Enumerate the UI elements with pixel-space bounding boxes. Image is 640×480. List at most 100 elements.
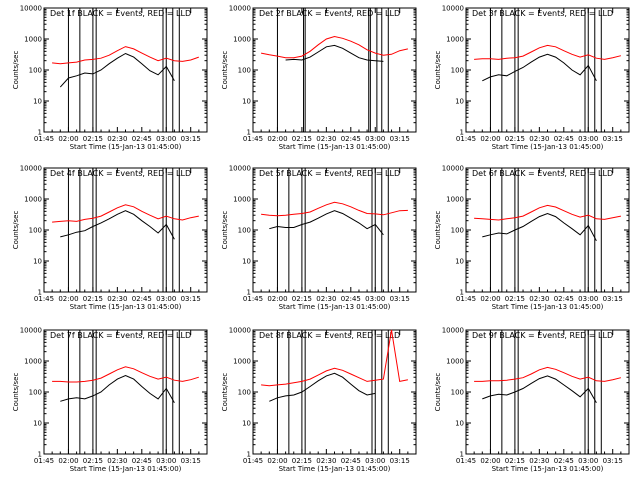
series-line-lld (52, 46, 199, 65)
panel-title: Det 9f BLACK = Events, RED = LLD (472, 331, 613, 340)
x-tick-label: 03:00 (156, 457, 176, 465)
panel-title: Det 8f BLACK = Events, RED = LLD (259, 331, 400, 340)
series-line-events (482, 53, 597, 82)
x-axis-label: Start Time (15-Jan-13 01:45:00) (492, 303, 604, 311)
x-tick-label: 02:15 (292, 135, 312, 143)
x-tick-label: 01:45 (243, 457, 263, 465)
x-tick-label: 02:00 (480, 135, 500, 143)
x-tick-label: 02:45 (554, 295, 574, 303)
y-tick-label: 1000 (233, 196, 251, 204)
y-tick-label: 1000 (446, 196, 464, 204)
y-tick-label: 10000 (229, 165, 251, 173)
x-tick-label: 03:15 (390, 135, 410, 143)
series-line-lld (52, 204, 199, 223)
y-tick-label: 10 (242, 420, 251, 428)
series-line-events (60, 210, 175, 240)
series-line-events (482, 212, 597, 242)
x-tick-label: 02:30 (107, 295, 127, 303)
series-line-events (285, 44, 384, 62)
x-tick-label: 02:15 (83, 295, 103, 303)
panel-title: Det 4f BLACK = Events, RED = LLD (50, 169, 191, 178)
x-tick-label: 03:15 (603, 135, 623, 143)
x-tick-label: 02:00 (267, 295, 287, 303)
x-tick-label: 02:00 (58, 295, 78, 303)
x-axis-label: Start Time (15-Jan-13 01:45:00) (279, 303, 391, 311)
x-tick-label: 03:00 (365, 295, 385, 303)
y-tick-label: 10000 (442, 327, 464, 335)
y-tick-label: 1 (38, 289, 42, 297)
x-tick-label: 02:45 (341, 135, 361, 143)
x-tick-label: 02:00 (267, 135, 287, 143)
panel-title: Det 5f BLACK = Events, RED = LLD (259, 169, 400, 178)
detector-panel-5: Det 5f BLACK = Events, RED = LLD 1 10 100 10… (221, 165, 417, 311)
x-tick-label: 02:30 (107, 457, 127, 465)
x-tick-label: 02:15 (292, 295, 312, 303)
y-axis-label: Counts/sec (221, 373, 229, 412)
y-tick-label: 1 (460, 451, 464, 459)
y-tick-label: 1000 (446, 358, 464, 366)
y-tick-label: 100 (238, 67, 251, 75)
detector-panel-4: Det 4f BLACK = Events, RED = LLD 1 10 100 10… (12, 165, 208, 311)
y-tick-label: 1000 (446, 36, 464, 44)
detector-panel-3: Det 3f BLACK = Events, RED = LLD 1 10 100 10… (434, 5, 630, 151)
y-tick-label: 100 (29, 227, 42, 235)
x-tick-label: 02:45 (341, 457, 361, 465)
x-tick-label: 01:45 (34, 135, 54, 143)
y-tick-label: 100 (451, 67, 464, 75)
series-line-lld (52, 366, 199, 383)
y-tick-label: 100 (29, 67, 42, 75)
y-tick-label: 1000 (24, 196, 42, 204)
y-tick-label: 10 (33, 98, 42, 106)
series-line-events (269, 210, 384, 236)
series-line-events (482, 375, 597, 404)
series-line-lld (260, 35, 409, 59)
x-tick-label: 01:45 (243, 135, 263, 143)
y-axis-label: Counts/sec (434, 373, 442, 412)
x-axis-label: Start Time (15-Jan-13 01:45:00) (492, 143, 604, 151)
x-tick-label: 02:00 (480, 295, 500, 303)
x-tick-label: 03:00 (365, 457, 385, 465)
x-tick-label: 03:15 (603, 457, 623, 465)
y-tick-label: 10 (455, 420, 464, 428)
detector-panel-8: Det 8f BLACK = Events, RED = LLD 1 10 100 10… (221, 327, 417, 473)
x-tick-label: 01:45 (456, 457, 476, 465)
series-line-events (60, 374, 175, 404)
x-tick-label: 02:45 (132, 135, 152, 143)
y-tick-label: 100 (451, 227, 464, 235)
x-tick-label: 02:45 (132, 295, 152, 303)
x-tick-label: 03:00 (365, 135, 385, 143)
y-tick-label: 1 (38, 129, 42, 137)
y-tick-label: 10 (242, 258, 251, 266)
y-tick-label: 1000 (233, 36, 251, 44)
panel-title: Det 6f BLACK = Events, RED = LLD (472, 169, 613, 178)
x-axis-label: Start Time (15-Jan-13 01:45:00) (279, 465, 391, 473)
x-tick-label: 03:15 (181, 135, 201, 143)
x-tick-label: 03:15 (181, 295, 201, 303)
detector-panel-7: Det 7f BLACK = Events, RED = LLD 1 10 100 10… (12, 327, 208, 473)
y-axis-label: Counts/sec (434, 211, 442, 250)
y-tick-label: 10000 (20, 327, 42, 335)
panel-title: Det 3f BLACK = Events, RED = LLD (472, 9, 613, 18)
x-tick-label: 02:00 (58, 135, 78, 143)
y-tick-label: 10 (33, 258, 42, 266)
y-tick-label: 1 (247, 289, 251, 297)
y-tick-label: 10 (455, 98, 464, 106)
y-tick-label: 10000 (442, 5, 464, 13)
x-axis-label: Start Time (15-Jan-13 01:45:00) (492, 465, 604, 473)
y-tick-label: 1000 (24, 36, 42, 44)
x-axis-label: Start Time (15-Jan-13 01:45:00) (279, 143, 391, 151)
x-tick-label: 02:45 (554, 135, 574, 143)
x-tick-label: 03:00 (578, 295, 598, 303)
x-tick-label: 02:15 (83, 135, 103, 143)
y-tick-label: 1000 (233, 358, 251, 366)
y-tick-label: 1 (247, 451, 251, 459)
x-tick-label: 01:45 (456, 135, 476, 143)
y-tick-label: 10000 (442, 165, 464, 173)
y-axis-label: Counts/sec (12, 51, 20, 90)
y-tick-label: 100 (29, 389, 42, 397)
x-tick-label: 02:15 (292, 457, 312, 465)
y-axis-label: Counts/sec (221, 211, 229, 250)
x-tick-label: 03:15 (181, 457, 201, 465)
panel-title: Det 1f BLACK = Events, RED = LLD (50, 9, 191, 18)
x-tick-label: 01:45 (34, 457, 54, 465)
